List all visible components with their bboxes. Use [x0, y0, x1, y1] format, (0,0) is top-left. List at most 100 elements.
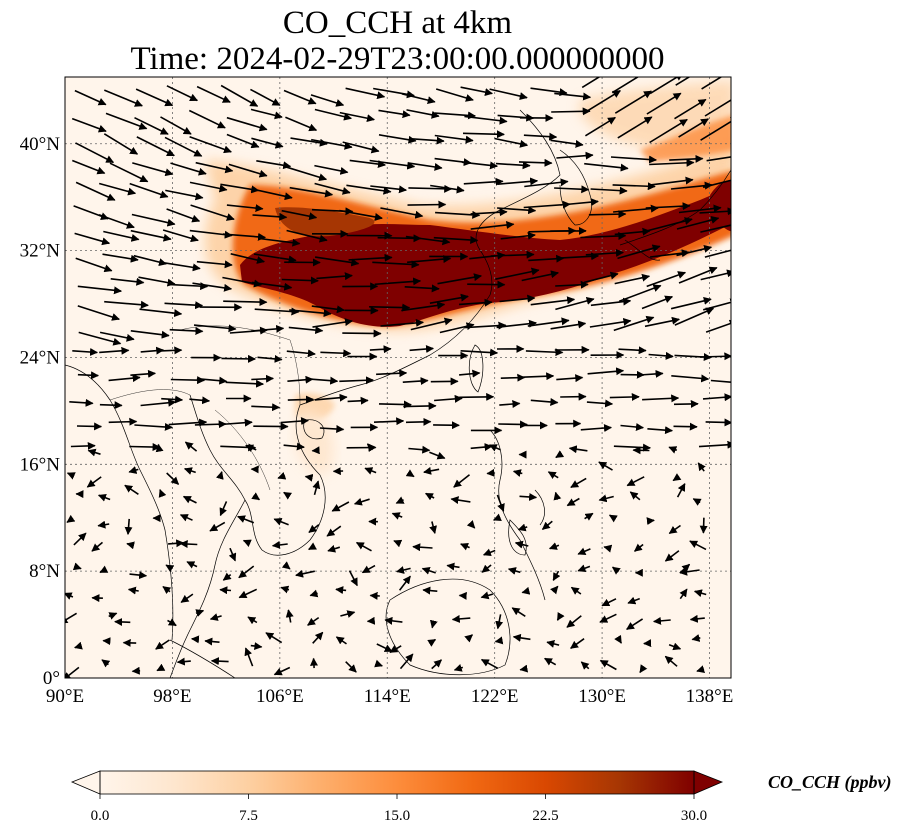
- wind-vector: [295, 569, 315, 578]
- wind-vector: [372, 260, 420, 269]
- wind-vector: [530, 397, 559, 406]
- wind-vector: [700, 269, 731, 281]
- wind-vector: [140, 398, 177, 407]
- wind-vector: [158, 488, 167, 498]
- wind-vector: [288, 326, 324, 335]
- wind-vector: [696, 665, 706, 673]
- wind-vector: [66, 472, 76, 480]
- wind-vector: [583, 271, 619, 284]
- wind-vector: [499, 294, 536, 303]
- wind-vector: [698, 440, 731, 449]
- wind-vector: [311, 138, 353, 150]
- wind-vector: [530, 296, 576, 306]
- wind-vector: [355, 541, 372, 552]
- wind-vector: [497, 206, 537, 215]
- wind-vector: [674, 307, 715, 326]
- wind-vector: [285, 609, 294, 623]
- wind-vector: [195, 609, 205, 617]
- wind-vector: [98, 182, 137, 196]
- wind-vector: [409, 344, 434, 353]
- wind-vector: [77, 305, 120, 321]
- wind-vector: [78, 331, 122, 346]
- wind-vector: [70, 441, 96, 450]
- wind-vector: [704, 99, 731, 117]
- wind-vector: [77, 285, 122, 295]
- wind-vector: [644, 316, 680, 328]
- wind-vector: [408, 162, 443, 171]
- wind-vector: [701, 77, 723, 90]
- wind-vector: [434, 111, 476, 120]
- wind-vector: [265, 632, 283, 644]
- axes-frame: [64, 76, 732, 679]
- wind-vector: [223, 298, 268, 307]
- wind-vector: [309, 589, 319, 598]
- wind-vector: [463, 177, 504, 186]
- wind-vector: [435, 88, 474, 102]
- wind-vector: [598, 461, 613, 471]
- wind-vector: [470, 221, 515, 230]
- wind-vector: [215, 471, 224, 480]
- wind-vector: [618, 284, 662, 303]
- wind-vector: [585, 248, 624, 257]
- wind-vector: [179, 540, 198, 549]
- wind-vector: [290, 137, 328, 147]
- wind-vector: [353, 497, 370, 506]
- wind-vector: [599, 659, 617, 671]
- wind-vector: [577, 547, 591, 555]
- wind-vector: [164, 301, 204, 310]
- wind-vector: [165, 564, 175, 573]
- wind-vector: [461, 161, 498, 170]
- lat-tick-label: 32°N: [20, 241, 61, 262]
- wind-vector: [277, 471, 287, 480]
- wind-vector: [705, 418, 731, 427]
- wind-vector: [497, 177, 539, 186]
- wind-vector: [133, 254, 167, 267]
- wind-vector: [378, 400, 412, 409]
- wind-vector: [405, 469, 415, 478]
- wind-vector: [433, 235, 479, 244]
- wind-vector: [614, 90, 652, 114]
- wind-vector: [369, 591, 380, 600]
- wind-vector: [702, 179, 731, 189]
- wind-vector: [283, 491, 293, 500]
- wind-vector: [424, 492, 435, 501]
- wind-vector: [453, 474, 470, 488]
- wind-vector: [580, 424, 612, 433]
- wind-vector: [647, 217, 693, 232]
- wind-vector: [253, 253, 297, 264]
- wind-vector: [307, 616, 320, 626]
- wind-vector: [102, 253, 139, 263]
- wind-vector: [183, 467, 196, 475]
- wind-vector: [617, 116, 653, 139]
- longitude-tick-labels: 90°E 98°E 106°E 114°E 122°E 130°E 138°E: [46, 686, 733, 707]
- wind-vector: [110, 277, 145, 286]
- wind-vector: [612, 182, 656, 191]
- wind-vector: [398, 575, 411, 591]
- colorbar: 0.0 7.5 15.0 22.5 30.0 CO_CCH (ppbv): [70, 770, 892, 824]
- wind-vector: [412, 543, 433, 552]
- wind-vector: [319, 424, 345, 433]
- wind-vector: [629, 491, 641, 501]
- wind-vector: [138, 276, 176, 287]
- wind-vector: [285, 116, 318, 132]
- wind-vector: [281, 561, 291, 570]
- wind-vector: [642, 394, 680, 403]
- wind-vector: [188, 109, 226, 129]
- wind-vector: [620, 423, 644, 431]
- wind-vector: [570, 586, 582, 595]
- wind-vector: [346, 184, 392, 195]
- wind-vector: [588, 210, 627, 219]
- wind-vector: [626, 618, 644, 630]
- wind-vector: [699, 352, 731, 361]
- wind-vector: [521, 586, 531, 595]
- colorbar-tick-label: 7.5: [239, 808, 258, 824]
- wind-vector: [373, 417, 405, 426]
- wind-vector: [705, 319, 731, 333]
- wind-vector: [220, 183, 260, 194]
- wind-vector: [678, 118, 709, 138]
- wind-vector: [349, 159, 386, 169]
- wind-vector: [312, 318, 353, 328]
- wind-vector: [251, 492, 261, 501]
- wind-vector: [129, 571, 148, 580]
- wind-vector: [521, 372, 555, 381]
